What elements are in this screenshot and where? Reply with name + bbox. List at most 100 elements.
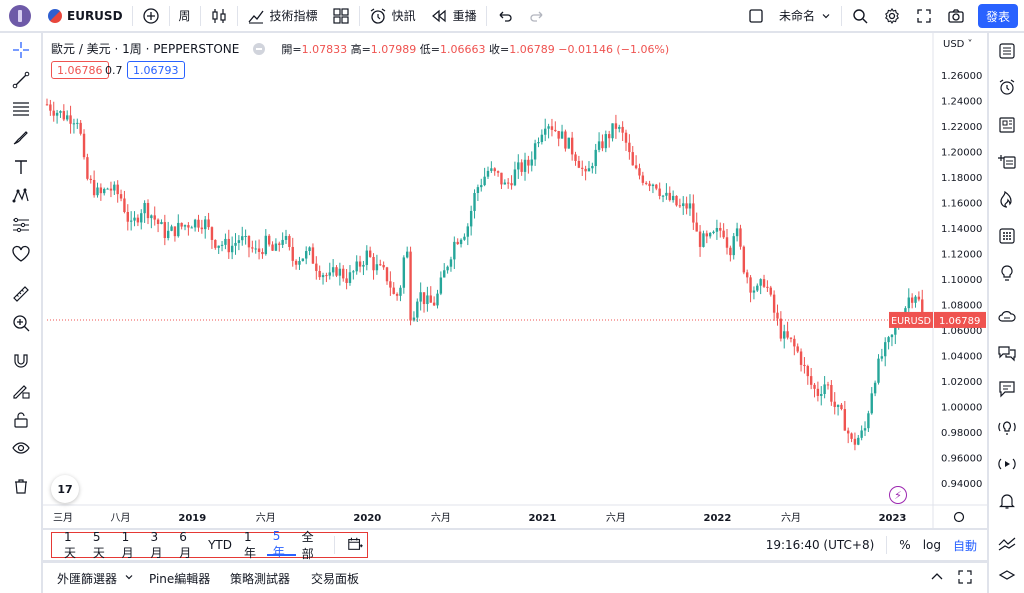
- order-panel-button[interactable]: [996, 533, 1018, 555]
- candle-body: [382, 264, 385, 268]
- lock-tool[interactable]: [10, 410, 32, 432]
- candle-body: [729, 247, 732, 256]
- heart-icon: [11, 244, 31, 267]
- range-5-button[interactable]: YTD: [208, 538, 232, 552]
- publish-button[interactable]: 發表: [978, 4, 1018, 28]
- chevron-down-icon[interactable]: [123, 571, 135, 586]
- maximize-panel-button[interactable]: [955, 568, 975, 588]
- range-8-button[interactable]: 全部: [301, 530, 314, 561]
- buy-price-button[interactable]: 1.06793: [127, 61, 185, 79]
- hide-tool[interactable]: [10, 438, 32, 460]
- brush-icon: [11, 128, 31, 151]
- hotlist-button[interactable]: [996, 189, 1018, 211]
- candle-body: [106, 188, 109, 190]
- range-7-button[interactable]: 5年: [266, 529, 296, 559]
- candle-body: [264, 235, 268, 255]
- dom-button[interactable]: [996, 568, 1018, 590]
- trend-line-tool[interactable]: [10, 70, 32, 92]
- delete-tool[interactable]: [10, 476, 32, 498]
- divider: [841, 5, 842, 26]
- candle-body: [416, 301, 419, 318]
- goto-date-button[interactable]: [343, 536, 367, 555]
- brush-tool[interactable]: [10, 128, 32, 150]
- calendar-goto-icon: [347, 536, 363, 555]
- candle-body: [860, 430, 863, 438]
- candle-body: [251, 247, 254, 249]
- y-tick-label: 1.00000: [941, 403, 982, 414]
- y-tick-label: 0.96000: [941, 454, 982, 465]
- text-tool[interactable]: [10, 157, 32, 179]
- alert-button[interactable]: 快訊: [362, 0, 423, 32]
- calendar-button[interactable]: [996, 226, 1018, 248]
- close-value: 1.06789: [509, 42, 555, 56]
- quick-search-button[interactable]: [844, 0, 876, 32]
- alerts-panel-button[interactable]: [996, 77, 1018, 99]
- undo-button[interactable]: [489, 0, 521, 32]
- fullscreen-button[interactable]: [908, 0, 940, 32]
- messages-button[interactable]: [996, 379, 1018, 401]
- settings-button[interactable]: [876, 0, 908, 32]
- tab-pine-editor[interactable]: Pine編輯器: [149, 563, 210, 593]
- tab-screener[interactable]: 外匯篩選器: [57, 563, 135, 593]
- compare-button[interactable]: [135, 0, 167, 32]
- watchlist-button[interactable]: [996, 41, 1018, 63]
- layouts-button[interactable]: [325, 0, 357, 32]
- candle-body: [224, 238, 227, 245]
- replay-button[interactable]: 重播: [423, 0, 484, 32]
- fib-tool[interactable]: [10, 99, 32, 121]
- user-avatar[interactable]: [9, 4, 31, 27]
- symbol-search-button[interactable]: EURUSD: [41, 0, 130, 32]
- clock-time[interactable]: 19:16:40 (UTC+8): [765, 538, 875, 552]
- expand-panel-button[interactable]: [927, 568, 947, 588]
- favorites-tool[interactable]: [10, 244, 32, 266]
- square-icon: [747, 7, 765, 25]
- series-title[interactable]: 歐元 / 美元 · 1周 · PEPPERSTONE: [51, 42, 240, 56]
- notifications-button[interactable]: [996, 491, 1018, 513]
- snapshot-button[interactable]: [940, 0, 972, 32]
- calendar-grid-icon: [997, 226, 1017, 249]
- log-scale-toggle[interactable]: log: [922, 538, 941, 552]
- chats-button[interactable]: [996, 343, 1018, 365]
- candle-body: [140, 213, 143, 223]
- range-0-button[interactable]: 1天: [64, 529, 77, 560]
- range-6-button[interactable]: 1年: [243, 529, 256, 560]
- magnet-tool[interactable]: [10, 351, 32, 373]
- tradingview-logo[interactable]: 17: [51, 475, 79, 503]
- auto-scale-toggle[interactable]: 自動: [952, 538, 977, 553]
- chart-pane[interactable]: 1.26000 1.24000 1.22000 1.20000 1.18000 1.160…: [43, 33, 987, 528]
- price-chart[interactable]: 1.26000 1.24000 1.22000 1.20000 1.18000 1.160…: [43, 33, 987, 528]
- news-button[interactable]: [996, 115, 1018, 137]
- range-1-button[interactable]: 5天: [92, 529, 105, 560]
- pattern-tool[interactable]: [10, 186, 32, 208]
- streams-button[interactable]: [996, 307, 1018, 329]
- lightning-icon[interactable]: ⚡: [889, 486, 907, 504]
- indicators-button[interactable]: 技術指標: [240, 0, 325, 32]
- candle-body: [624, 132, 628, 143]
- candle-body: [772, 294, 776, 313]
- crosshair-tool[interactable]: [10, 40, 32, 62]
- ruler-tool[interactable]: [10, 284, 32, 306]
- candle-body: [311, 247, 315, 264]
- draw-mode-tool[interactable]: [10, 381, 32, 403]
- percent-scale-toggle[interactable]: %: [899, 538, 911, 552]
- sell-price-button[interactable]: 1.06786: [51, 61, 109, 79]
- layout-name-button[interactable]: 未命名: [772, 0, 839, 32]
- collapse-legend-icon[interactable]: [253, 42, 266, 55]
- redo-button[interactable]: [521, 0, 553, 32]
- tab-strategy-tester[interactable]: 策略測試器: [230, 563, 290, 593]
- ideas-button[interactable]: [996, 263, 1018, 285]
- chart-type-button[interactable]: [203, 0, 235, 32]
- tab-trading-panel[interactable]: 交易面板: [311, 563, 359, 593]
- interval-button[interactable]: 周: [172, 0, 198, 32]
- live-button[interactable]: [996, 454, 1018, 476]
- idea-stream-button[interactable]: [996, 417, 1018, 439]
- candle-body: [641, 175, 645, 183]
- range-3-button[interactable]: 3月: [150, 529, 163, 560]
- prediction-tool[interactable]: [10, 215, 32, 237]
- layout-toggle-button[interactable]: [740, 0, 772, 32]
- range-4-button[interactable]: 6月: [179, 529, 192, 560]
- data-window-button[interactable]: [996, 151, 1018, 173]
- zoom-tool[interactable]: [10, 313, 32, 335]
- range-2-button[interactable]: 1月: [121, 529, 134, 560]
- candle-body: [166, 230, 170, 239]
